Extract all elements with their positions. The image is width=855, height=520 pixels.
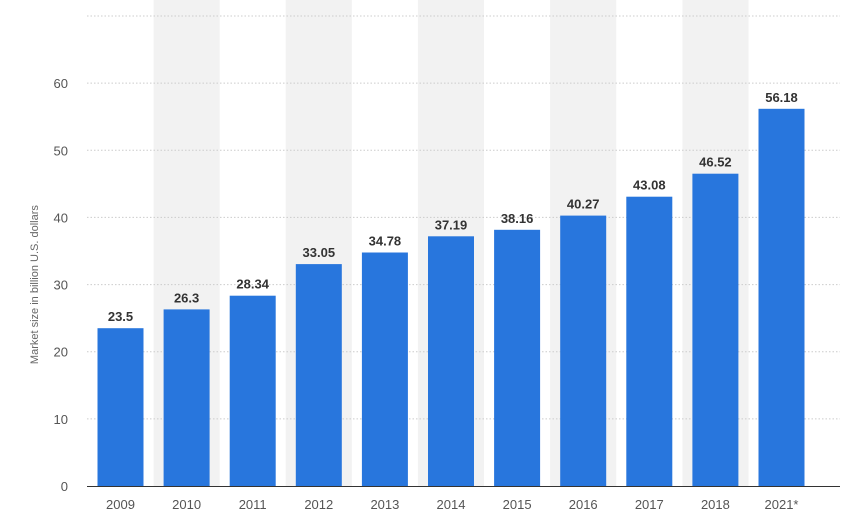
data-label-2015: 38.16 xyxy=(501,211,534,226)
bars xyxy=(97,108,805,487)
x-tick-2014: 2014 xyxy=(437,497,466,512)
data-label-2014: 37.19 xyxy=(435,217,468,232)
bar-2011 xyxy=(229,295,276,486)
y-tick-50: 50 xyxy=(54,143,68,158)
x-tick-2012: 2012 xyxy=(304,497,333,512)
x-tick-labels: 2009 2010 2011 2012 2013 2014 2015 2016 2017 2018… xyxy=(106,497,798,512)
data-label-2016: 40.27 xyxy=(567,197,600,212)
x-tick-2010: 2010 xyxy=(172,497,201,512)
x-tick-2018: 2018 xyxy=(701,497,730,512)
x-tick-2009: 2009 xyxy=(106,497,135,512)
bar-2013 xyxy=(361,252,408,486)
bar-2018 xyxy=(692,173,739,486)
y-tick-labels: 0 10 20 30 40 50 60 xyxy=(54,76,68,494)
data-label-2012: 33.05 xyxy=(303,245,336,260)
data-labels: 23.5 26.3 28.34 33.05 34.78 37.19 38.16 40.27 43… xyxy=(108,90,798,324)
bar-2009 xyxy=(97,328,144,486)
x-tick-2011: 2011 xyxy=(239,497,267,512)
x-tick-2021*: 2021* xyxy=(765,497,799,512)
x-tick-2016: 2016 xyxy=(569,497,598,512)
y-tick-40: 40 xyxy=(54,210,68,225)
data-label-2018: 46.52 xyxy=(699,155,732,170)
data-label-2013: 34.78 xyxy=(369,234,402,249)
data-label-2021*: 56.18 xyxy=(765,90,798,105)
x-tick-2015: 2015 xyxy=(503,497,532,512)
y-tick-20: 20 xyxy=(54,345,68,360)
bar-2010 xyxy=(163,309,210,486)
y-tick-60: 60 xyxy=(54,76,68,91)
bar-2017 xyxy=(626,196,673,486)
y-tick-0: 0 xyxy=(61,479,68,494)
data-label-2011: 28.34 xyxy=(236,277,269,292)
bar-2014 xyxy=(428,236,474,486)
data-label-2010: 26.3 xyxy=(174,290,199,305)
data-label-2009: 23.5 xyxy=(108,309,133,324)
data-label-2017: 43.08 xyxy=(633,178,666,193)
y-tick-10: 10 xyxy=(54,412,68,427)
x-tick-2017: 2017 xyxy=(635,497,664,512)
y-axis-title: Market size in billion U.S. dollars xyxy=(29,205,41,364)
bar-2021* xyxy=(758,108,805,487)
y-tick-30: 30 xyxy=(54,278,68,293)
bar-2016 xyxy=(560,215,607,486)
x-tick-2013: 2013 xyxy=(370,497,399,512)
bar-2015 xyxy=(494,229,541,487)
bar-2012 xyxy=(295,264,342,486)
